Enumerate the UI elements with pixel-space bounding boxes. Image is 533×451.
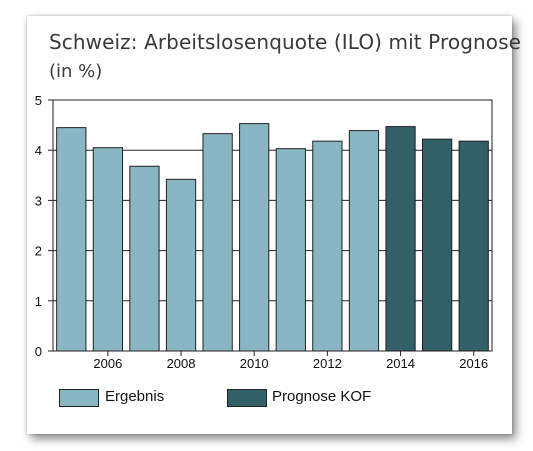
x-axis: 2006 2008 2010 2012 2014 2016 <box>93 351 488 371</box>
grid-lines <box>53 149 492 302</box>
x-tick-label: 2014 <box>386 356 415 371</box>
bar-2005 <box>56 127 87 352</box>
bar-2006 <box>92 147 124 352</box>
bar-2007 <box>129 165 160 352</box>
bar-2010 <box>239 123 270 352</box>
bar-2013 <box>348 130 380 352</box>
x-tick-label: 2008 <box>167 356 196 371</box>
legend-swatch-prognose <box>227 389 267 407</box>
plot-frame <box>52 99 493 352</box>
bar-2009 <box>202 133 233 352</box>
x-tick-label: 2012 <box>313 356 342 371</box>
y-tick-label: 1 <box>35 294 42 309</box>
bars <box>56 123 489 352</box>
bar-2008 <box>165 178 197 352</box>
bar-2014 <box>385 126 416 352</box>
bar-2015 <box>421 138 453 352</box>
bar-2016 <box>458 140 489 352</box>
chart-title: Schweiz: Arbeitslosenquote (ILO) mit Pro… <box>49 30 522 54</box>
y-tick-label: 0 <box>35 344 42 359</box>
x-tick-label: 2006 <box>93 356 122 371</box>
legend-label-ergebnis: Ergebnis <box>105 388 165 405</box>
y-tick-label: 5 <box>35 93 42 108</box>
y-tick-label: 3 <box>35 193 42 208</box>
chart-subtitle: (in %) <box>49 61 103 82</box>
x-tick-label: 2010 <box>240 356 269 371</box>
legend-swatch-ergebnis <box>59 389 99 407</box>
y-tick-label: 2 <box>35 244 42 259</box>
bar-2012 <box>312 140 343 352</box>
legend-label-prognose: Prognose KOF <box>272 388 372 405</box>
y-tick-label: 4 <box>35 143 42 158</box>
bar-2011 <box>275 148 306 352</box>
y-axis: 0 1 2 3 4 5 <box>35 93 53 359</box>
x-tick-label: 2016 <box>459 356 488 371</box>
